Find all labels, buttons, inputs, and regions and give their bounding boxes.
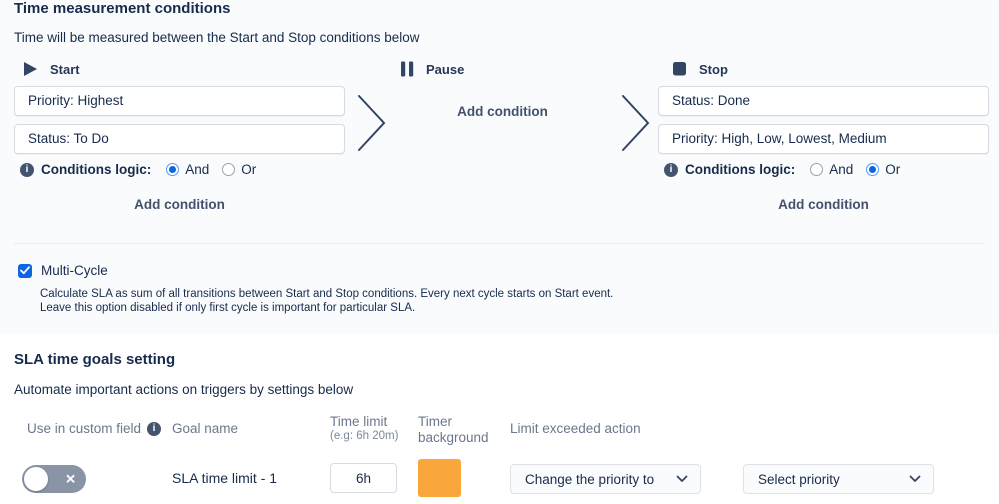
start-condition-2[interactable]: Status: To Do (14, 124, 345, 154)
start-condition-1[interactable]: Priority: Highest (14, 86, 345, 116)
or-label: Or (885, 162, 901, 177)
chevron-down-icon (909, 475, 921, 482)
stop-conditions-logic: i Conditions logic: And Or (664, 162, 900, 177)
page-title: Time measurement conditions (14, 0, 231, 17)
play-icon (24, 62, 37, 76)
pause-add-condition-button[interactable]: Add condition (457, 104, 548, 119)
multi-cycle-checkbox[interactable] (18, 263, 32, 278)
goals-section-subtitle: Automate important actions on triggers b… (14, 382, 354, 397)
and-label: And (185, 162, 210, 177)
toggle-knob (24, 467, 48, 491)
section-divider (14, 243, 985, 244)
conditions-logic-label: Conditions logic: (41, 162, 152, 177)
timer-background-swatch[interactable] (418, 459, 461, 497)
stop-label: Stop (699, 61, 728, 77)
toggle-off-x-icon: ✕ (65, 471, 76, 487)
column-goal-name: Goal name (172, 421, 239, 436)
pause-icon (401, 61, 414, 77)
column-timer-background-line2: background (418, 430, 489, 445)
multi-cycle-description-line1: Calculate SLA as sum of all transitions … (40, 288, 614, 300)
check-icon (20, 266, 30, 275)
flow-arrow-icon (358, 95, 386, 151)
multi-cycle-description-line2: Leave this option disabled if only first… (40, 302, 416, 314)
flow-arrow-icon (622, 95, 650, 151)
column-use-in-custom-field: Use in custom field i (27, 421, 162, 436)
multi-cycle-label: Multi-Cycle (41, 263, 108, 278)
stop-column-header: Stop (672, 61, 728, 77)
start-column-header: Start (22, 61, 80, 77)
start-conditions-logic: i Conditions logic: And Or (20, 162, 256, 177)
stop-logic-or-radio[interactable] (866, 163, 880, 176)
start-logic-and-radio[interactable] (166, 163, 180, 176)
select-priority-dropdown[interactable]: Select priority (743, 464, 934, 494)
info-icon[interactable]: i (20, 162, 34, 177)
column-limit-exceeded-action: Limit exceeded action (510, 421, 641, 436)
goals-section-title: SLA time goals setting (14, 351, 176, 368)
start-add-condition-button[interactable]: Add condition (134, 197, 225, 212)
priority-dropdown-value: Select priority (758, 471, 840, 487)
multi-cycle-row: Multi-Cycle (18, 263, 108, 278)
stop-add-condition-button[interactable]: Add condition (778, 197, 869, 212)
pause-label: Pause (426, 61, 465, 77)
limit-exceeded-action-dropdown[interactable]: Change the priority to (510, 464, 701, 494)
use-in-custom-field-label: Use in custom field (27, 421, 142, 436)
and-label: And (829, 162, 854, 177)
column-timer-background-line1: Timer (418, 414, 452, 429)
conditions-logic-label: Conditions logic: (685, 162, 796, 177)
chevron-down-icon (676, 475, 688, 482)
column-time-limit: Time limit (330, 414, 388, 429)
action-dropdown-value: Change the priority to (525, 471, 655, 487)
start-logic-or-radio[interactable] (222, 163, 236, 176)
start-label: Start (50, 61, 80, 77)
goal-name-value: SLA time limit - 1 (172, 470, 278, 486)
stop-logic-and-radio[interactable] (810, 163, 824, 176)
pause-column-header: Pause (400, 61, 464, 77)
info-icon[interactable]: i (664, 162, 678, 177)
stop-condition-2[interactable]: Priority: High, Low, Lowest, Medium (658, 124, 989, 154)
page-subtitle: Time will be measured between the Start … (14, 30, 420, 45)
info-icon[interactable]: i (147, 421, 162, 436)
stop-icon (673, 62, 686, 76)
time-limit-input[interactable] (330, 463, 397, 493)
use-in-custom-field-toggle[interactable]: ✕ (22, 465, 86, 493)
or-label: Or (241, 162, 257, 177)
column-time-limit-hint: (e.g: 6h 20m) (330, 430, 399, 442)
stop-condition-1[interactable]: Status: Done (658, 86, 989, 116)
